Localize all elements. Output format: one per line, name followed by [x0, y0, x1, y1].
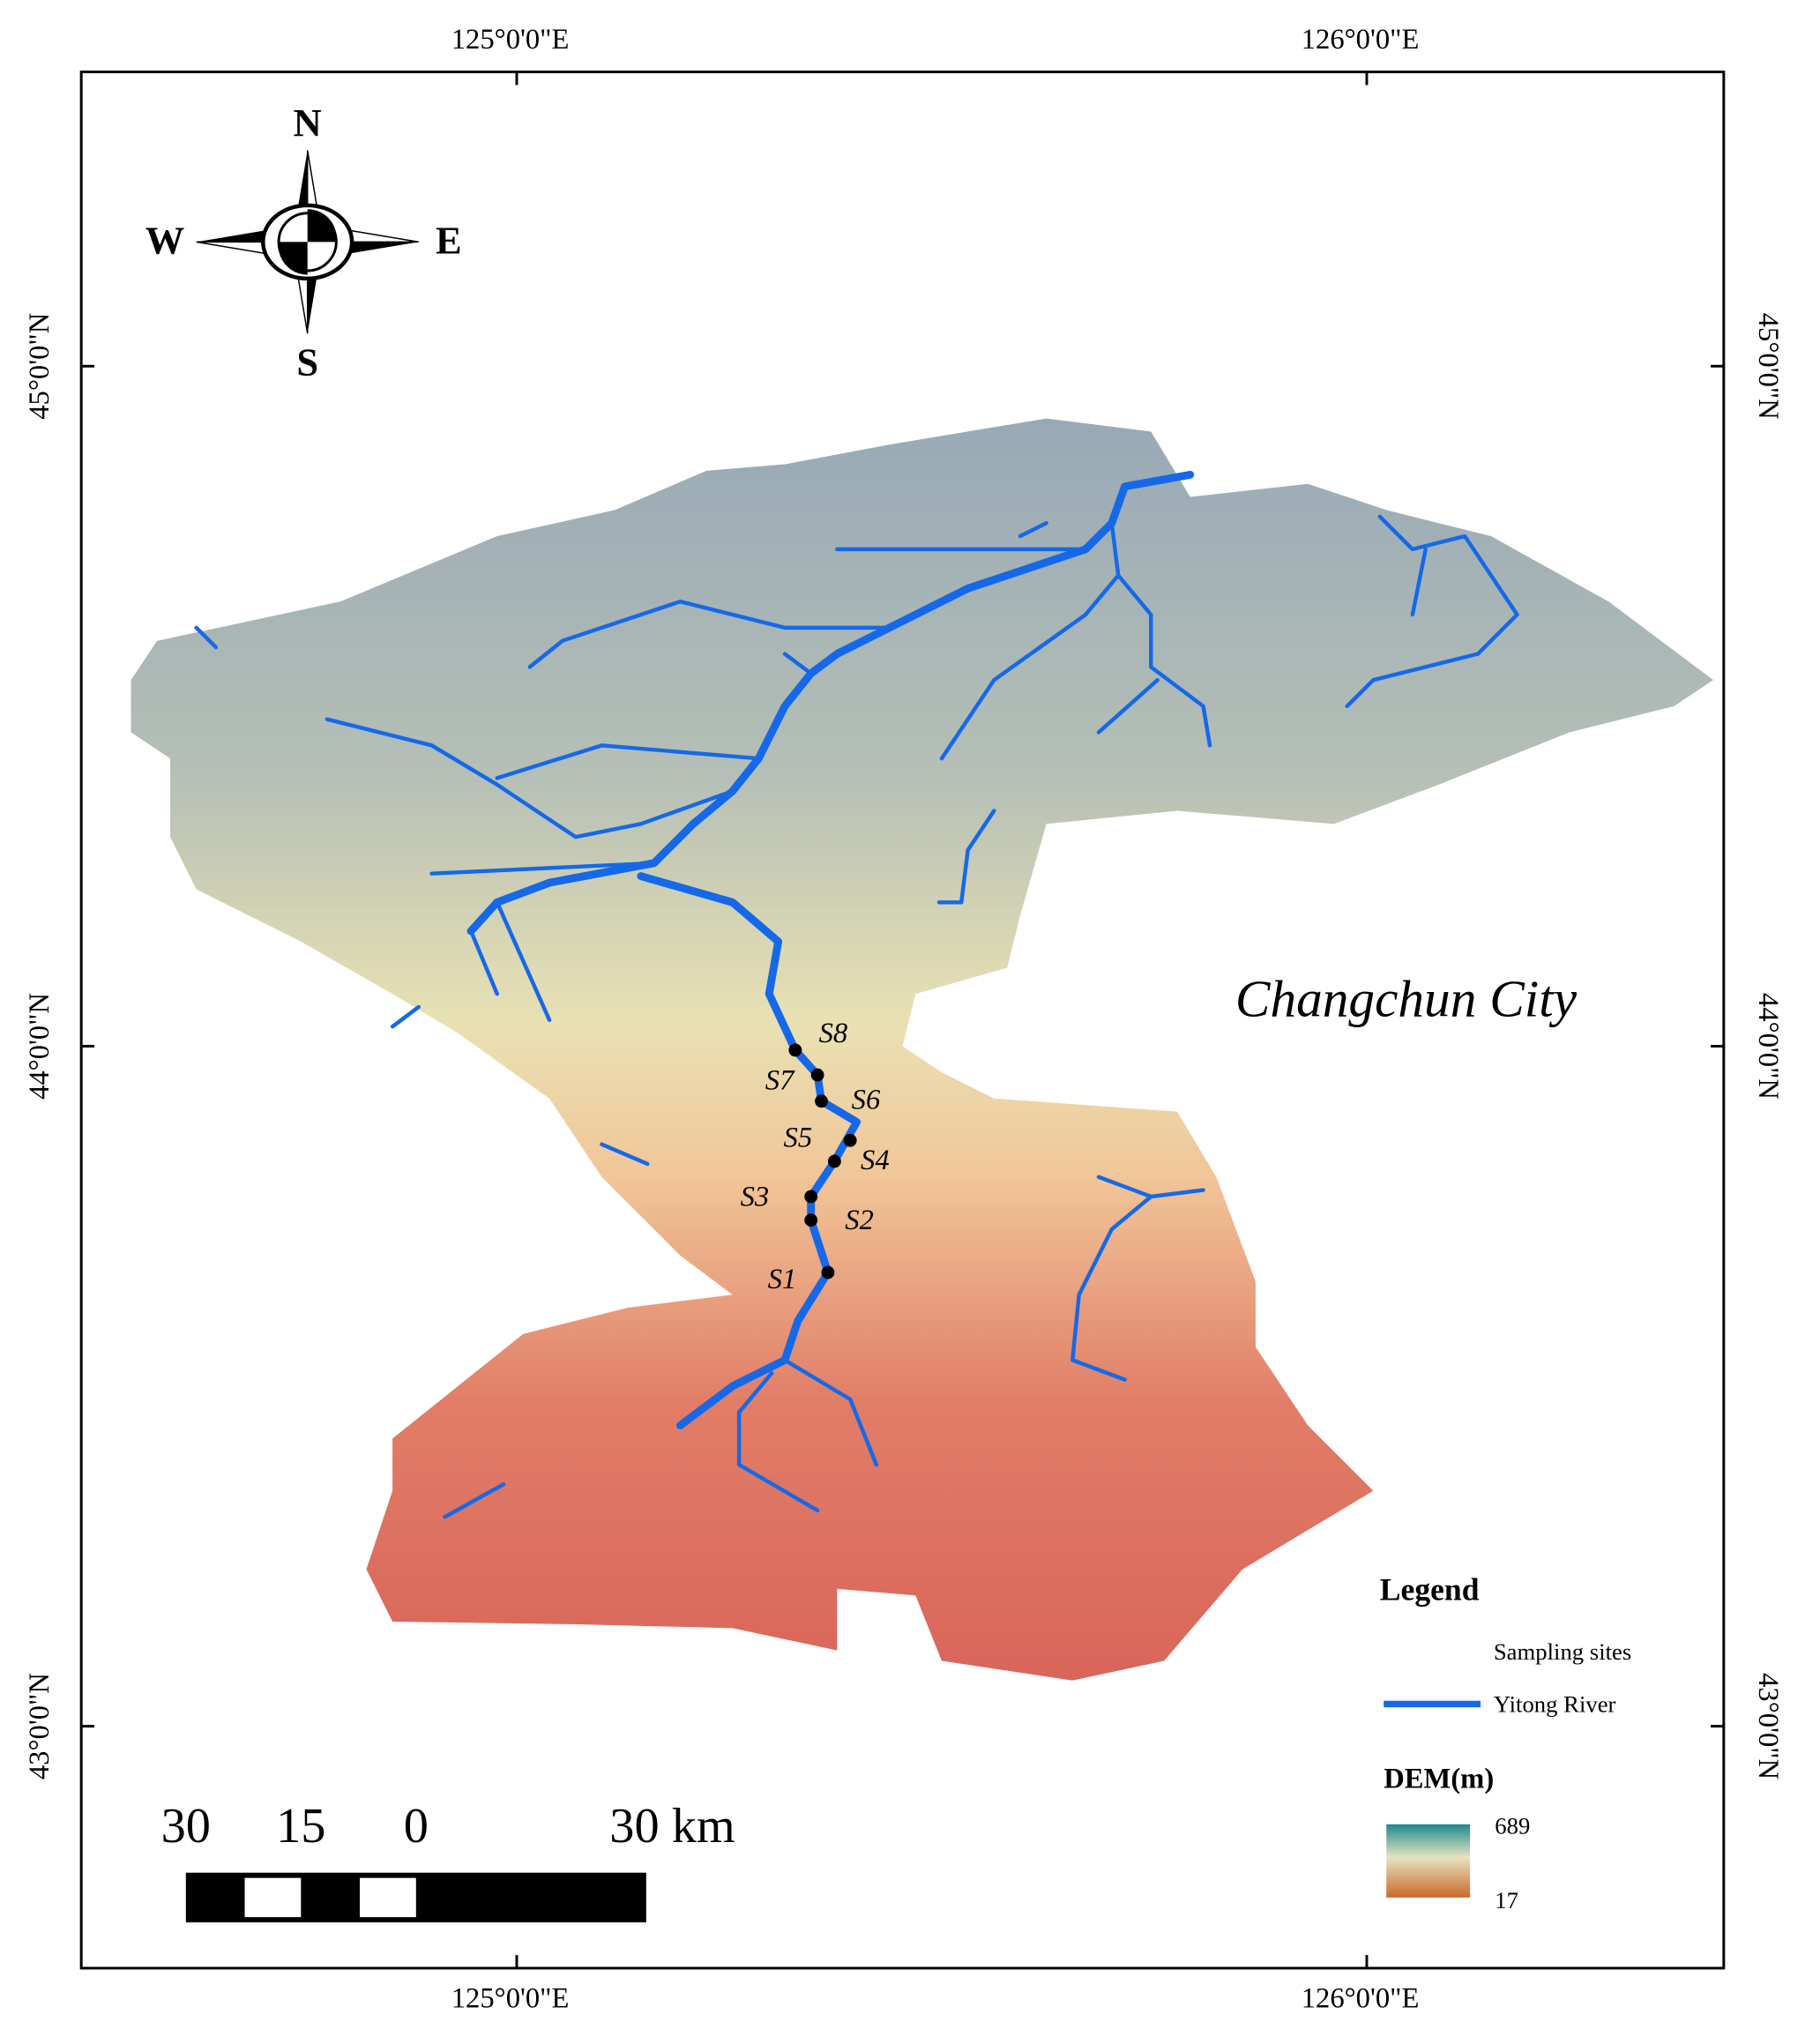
dem-min: 17 — [1495, 1887, 1518, 1913]
scale-label: 15 — [276, 1799, 325, 1854]
lat-label: 44°0'0"N — [24, 993, 56, 1100]
dem-max: 689 — [1495, 1812, 1530, 1839]
frame-ticks — [81, 71, 1724, 1968]
lon-label: 126°0'0"E — [1302, 24, 1420, 56]
site-label: S8 — [819, 1018, 848, 1049]
path — [278, 242, 308, 275]
compass-rose — [196, 150, 419, 334]
lon-label: 125°0'0"E — [451, 1983, 570, 2015]
compass-north: N — [294, 101, 322, 145]
site-label: S7 — [765, 1064, 795, 1096]
compass-east: E — [436, 219, 462, 263]
site-label: S2 — [845, 1205, 874, 1236]
lat-label: 45°0'0"N — [24, 313, 56, 420]
site-marker — [827, 1154, 841, 1168]
lon-label: 125°0'0"E — [451, 24, 570, 56]
compass-south: S — [296, 339, 318, 384]
site-marker — [804, 1213, 818, 1227]
rect — [360, 1877, 416, 1918]
site-marker — [810, 1068, 824, 1082]
path — [194, 514, 1519, 1519]
compass-west: W — [145, 219, 184, 263]
path — [307, 209, 337, 242]
lat-label: 44°0'0"N — [1752, 993, 1784, 1100]
site-marker — [821, 1265, 835, 1279]
lat-label: 45°0'0"N — [1752, 313, 1784, 420]
lat-label: 43°0'0"N — [1752, 1673, 1784, 1779]
site-marker — [843, 1133, 857, 1147]
legend-item: Sampling sites — [1494, 1638, 1631, 1665]
lon-label: 126°0'0"E — [1302, 1983, 1420, 2015]
dem-area — [131, 418, 1713, 1681]
lat-label: 43°0'0"N — [24, 1673, 56, 1779]
map-title: Changchun City — [1235, 970, 1578, 1028]
site-label: S1 — [768, 1264, 797, 1295]
map-frame — [79, 71, 1726, 1970]
site-label: S5 — [784, 1123, 813, 1154]
site-label: S4 — [861, 1145, 890, 1176]
scale-label: 30 — [161, 1799, 211, 1854]
dem-ramp — [1386, 1824, 1471, 1898]
legend-title: Legend — [1380, 1572, 1480, 1608]
rect — [244, 1877, 302, 1918]
scale-label: 0 — [404, 1799, 429, 1854]
site-label: S6 — [852, 1085, 881, 1116]
scale-label: 30 km — [609, 1799, 735, 1854]
site-marker — [804, 1190, 818, 1204]
legend-item: Yitong River — [1494, 1690, 1616, 1717]
site-marker — [815, 1094, 828, 1108]
scale-bar — [185, 1872, 646, 1923]
sampling-sites: S1 S2 S3 S4 S5 S6 S7 S8 — [741, 1018, 890, 1295]
site-label: S3 — [741, 1181, 770, 1212]
ellipse — [277, 212, 338, 272]
site-marker — [788, 1043, 802, 1057]
dem-title: DEM(m) — [1384, 1763, 1494, 1794]
